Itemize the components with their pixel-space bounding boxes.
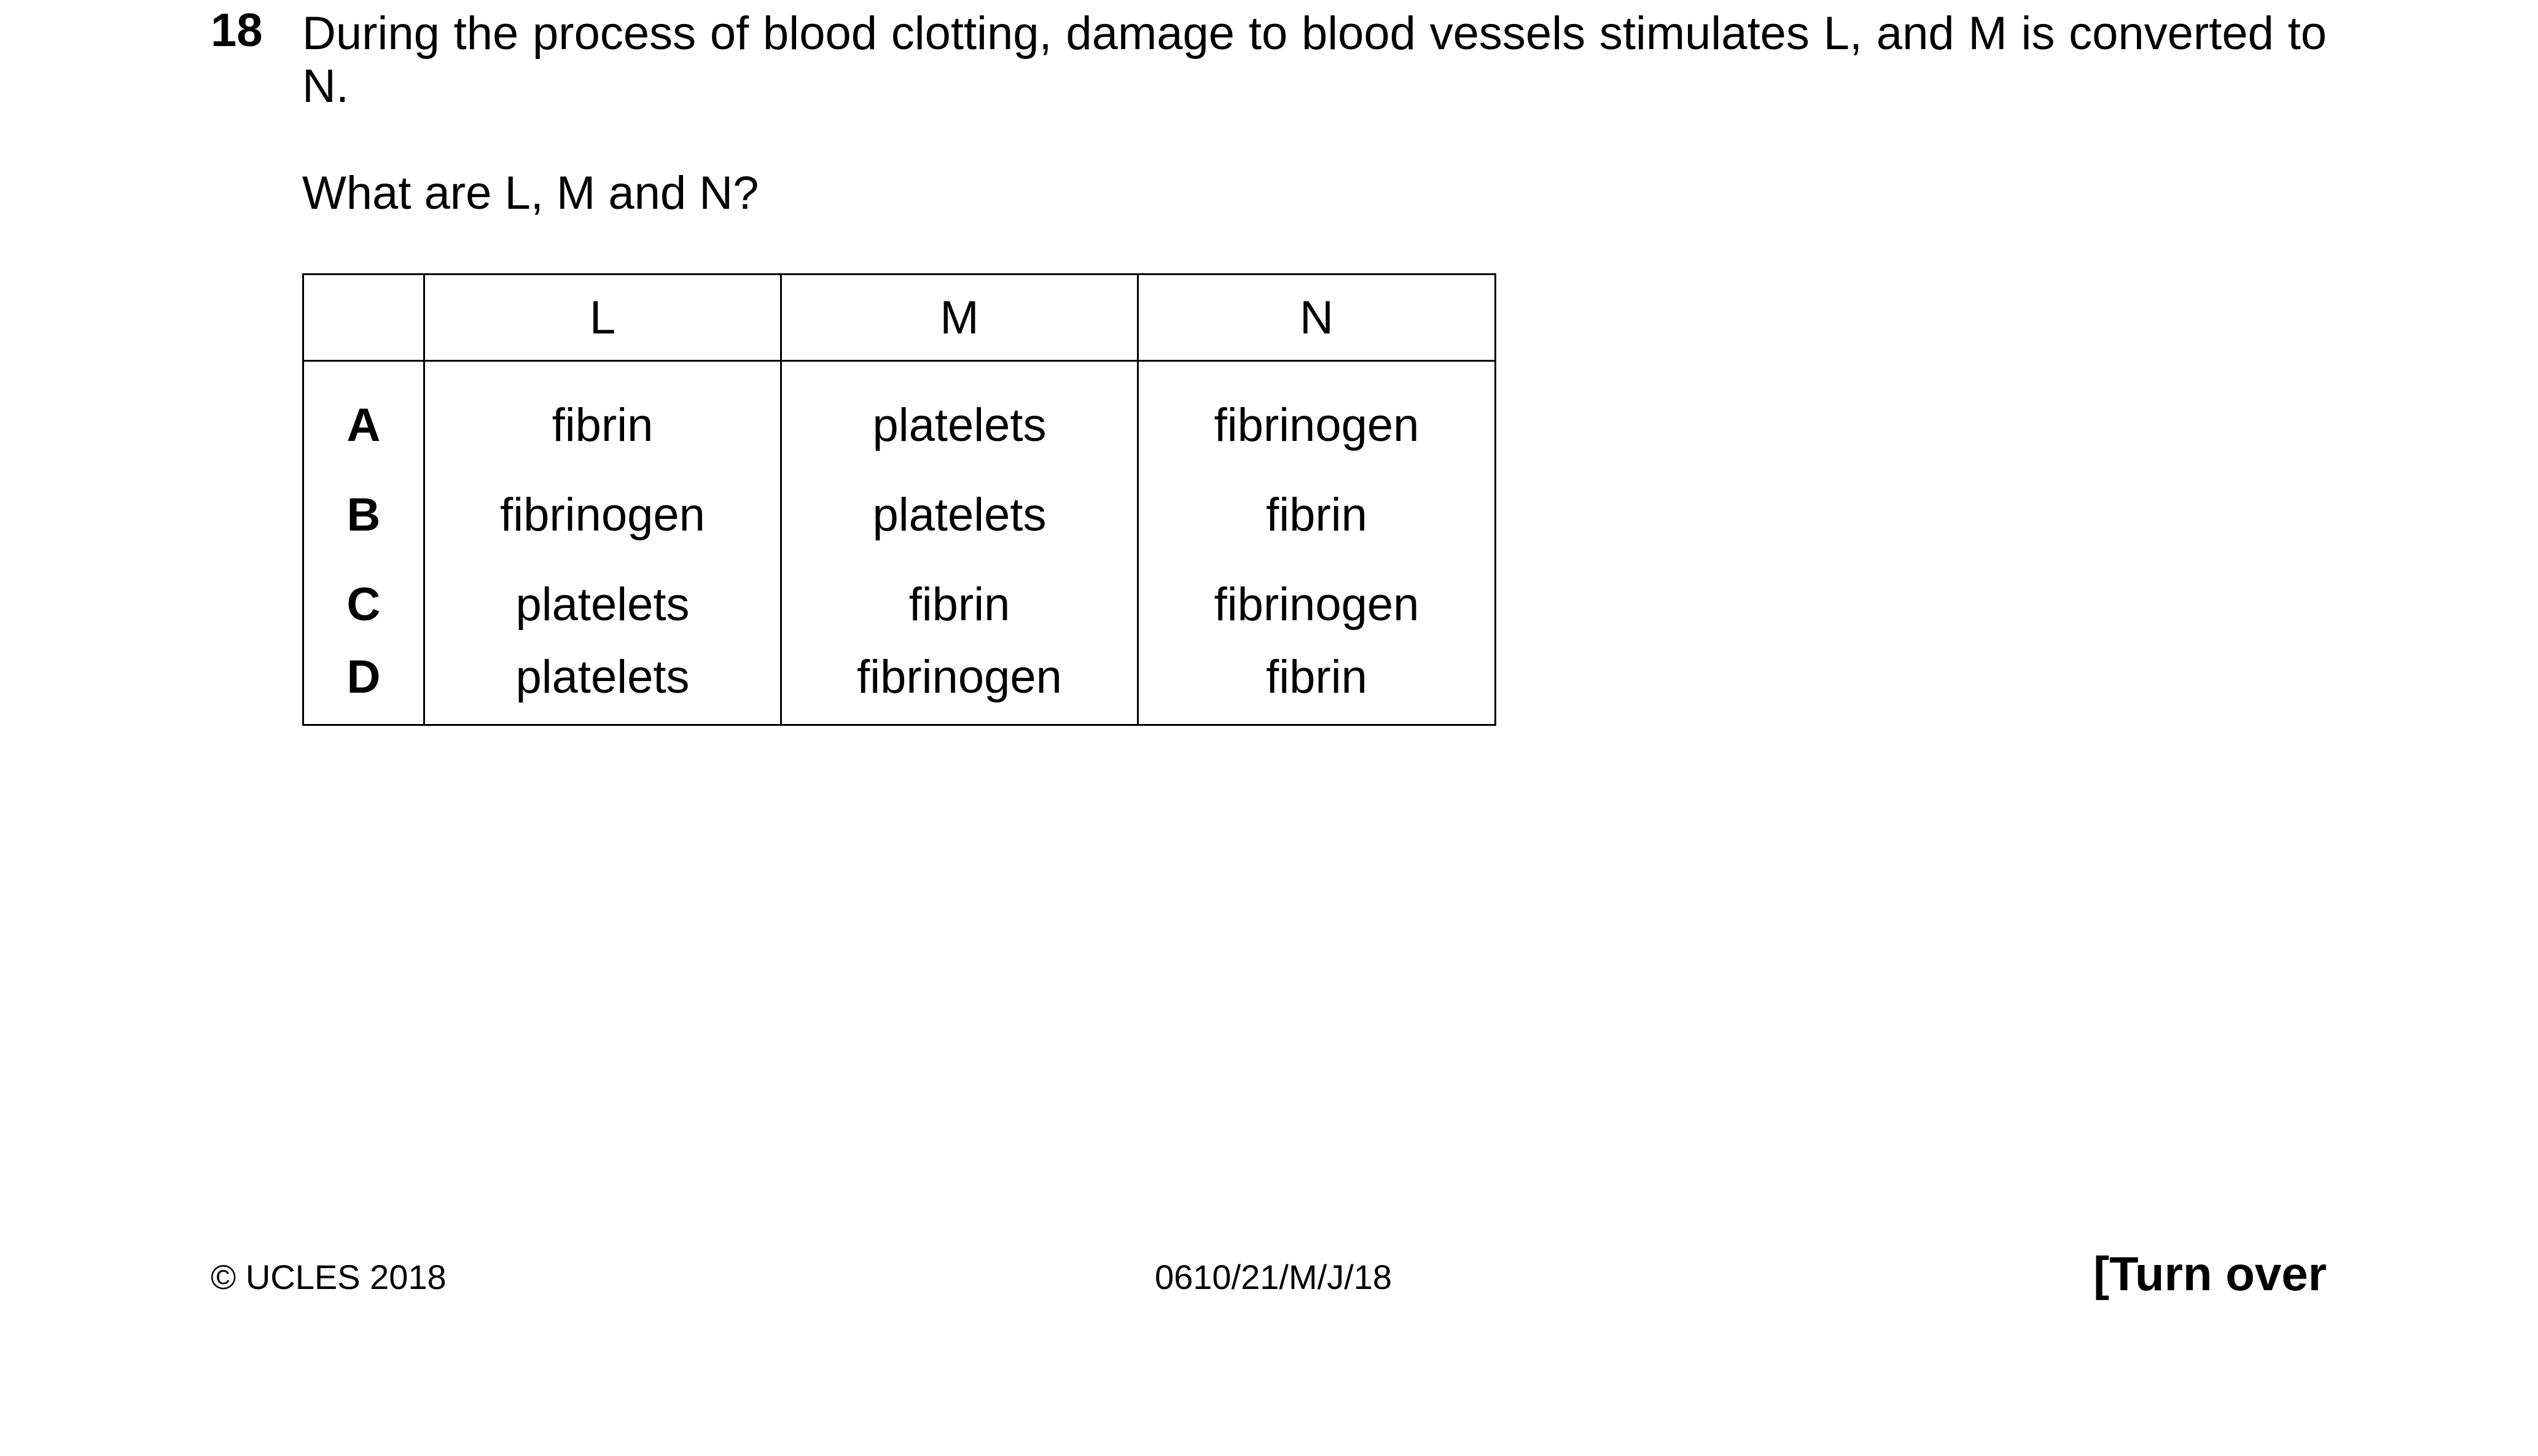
question-stem: During the process of blood clotting, da… <box>302 7 2327 112</box>
option-key: D <box>302 649 425 726</box>
table-row-d: D platelets fibrinogen fibrin <box>302 649 1496 726</box>
option-key: B <box>302 470 425 559</box>
option-key: C <box>302 559 425 649</box>
option-m-value: fibrinogen <box>780 649 1139 726</box>
option-l-value: fibrin <box>423 360 782 470</box>
option-n-value: fibrinogen <box>1137 360 1496 470</box>
option-n-value: fibrin <box>1137 470 1496 559</box>
option-key: A <box>302 360 425 470</box>
header-cell-empty <box>302 273 425 362</box>
answer-options-table: L M N A fibrin platelets fibrinogen B fi… <box>302 273 1496 726</box>
option-m-value: platelets <box>780 360 1139 470</box>
question-prompt: What are L, M and N? <box>302 167 759 219</box>
option-l-value: platelets <box>423 559 782 649</box>
copyright-notice: © UCLES 2018 <box>211 1258 447 1296</box>
table-row-b: B fibrinogen platelets fibrin <box>302 470 1496 559</box>
paper-code: 0610/21/M/J/18 <box>1155 1258 1392 1296</box>
table-row-a: A fibrin platelets fibrinogen <box>302 360 1496 470</box>
question-number: 18 <box>211 4 263 56</box>
option-l-value: fibrinogen <box>423 470 782 559</box>
option-n-value: fibrin <box>1137 649 1496 726</box>
header-cell-n: N <box>1137 273 1496 362</box>
table-header-row: L M N <box>302 273 1496 362</box>
table-row-c: C platelets fibrin fibrinogen <box>302 559 1496 649</box>
option-l-value: platelets <box>423 649 782 726</box>
option-m-value: fibrin <box>780 559 1139 649</box>
header-cell-l: L <box>423 273 782 362</box>
option-m-value: platelets <box>780 470 1139 559</box>
turn-over-label: [Turn over <box>2093 1247 2327 1301</box>
option-n-value: fibrinogen <box>1137 559 1496 649</box>
header-cell-m: M <box>780 273 1139 362</box>
